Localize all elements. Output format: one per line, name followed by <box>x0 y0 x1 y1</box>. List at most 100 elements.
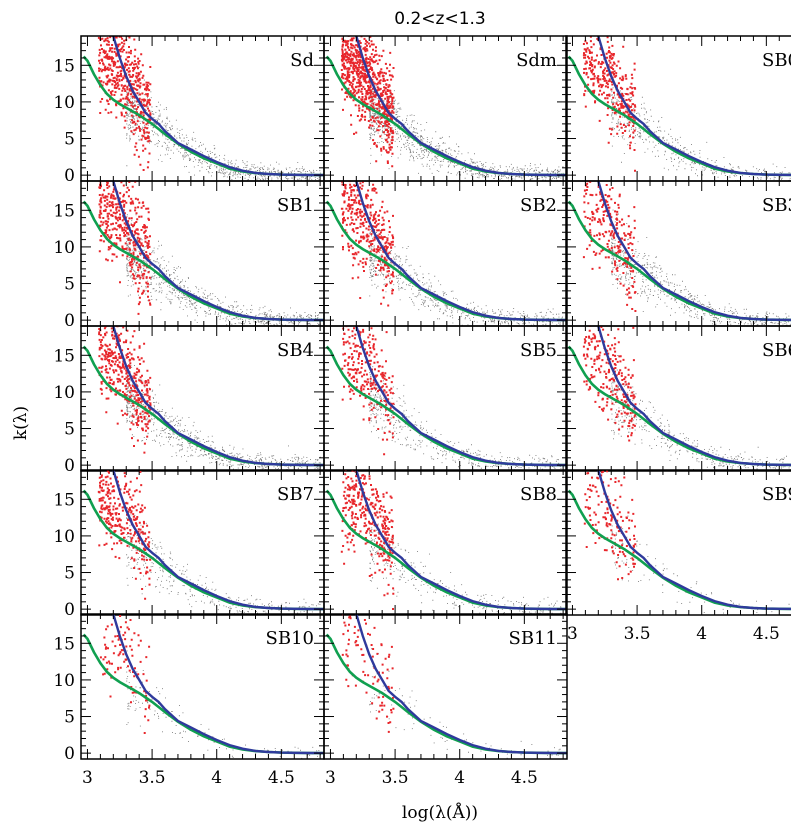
y-tick-label: 0 <box>64 744 75 764</box>
blue-curve <box>597 181 791 322</box>
black-scatter-points <box>126 61 321 181</box>
panel-label: SB5 <box>520 340 557 361</box>
red-scatter-points <box>340 181 395 307</box>
panel-label: SB0 <box>762 50 791 71</box>
y-tick-label: 5 <box>64 708 75 728</box>
panel-plot-area <box>567 326 791 471</box>
black-scatter-points <box>611 209 791 326</box>
panel-label: Sd <box>290 50 314 71</box>
blue-curve <box>112 326 324 467</box>
panel-sb1: SB1 0 5 10 15 <box>53 180 325 331</box>
y-tick-label: 10 <box>53 383 75 403</box>
red-scatter-points <box>340 36 395 168</box>
blue-curve <box>597 470 791 611</box>
y-tick-label: 0 <box>64 311 75 331</box>
panel-label: SB11 <box>509 628 557 649</box>
panel-sb9: SB9 3 3.5 4 4.5 <box>565 469 791 644</box>
black-scatter-points <box>369 72 564 181</box>
green-curve <box>567 489 791 611</box>
x-tick-label: 3.5 <box>624 624 651 644</box>
x-tick-label: 3.5 <box>139 768 166 788</box>
y-tick-label: 15 <box>53 634 75 654</box>
black-scatter-points <box>369 204 563 326</box>
red-scatter-points <box>582 326 637 442</box>
panel-frame <box>323 469 568 616</box>
panel-label: SB4 <box>277 340 314 361</box>
panel-frame <box>565 469 791 616</box>
blue-curve <box>112 470 324 611</box>
panel-plot-area <box>325 326 567 471</box>
x-tick-label: 3 <box>567 624 578 644</box>
panel-plot-area <box>567 470 791 615</box>
black-scatter-points <box>611 72 791 181</box>
panel-plot-area <box>325 470 567 615</box>
black-scatter-points <box>369 365 563 471</box>
x-tick-label: 4 <box>696 624 707 644</box>
blue-curve <box>355 470 567 611</box>
red-scatter-points <box>98 326 152 454</box>
y-tick-label: 5 <box>64 564 75 584</box>
panel-plot-area <box>325 181 567 326</box>
panel-plot-area <box>567 36 791 181</box>
y-tick-label: 15 <box>53 56 75 76</box>
green-curve <box>567 55 791 177</box>
panel-label: Sdm <box>516 50 557 71</box>
y-tick-label: 0 <box>64 456 75 476</box>
chart-title: 0.2<z<1.3 <box>394 9 485 29</box>
red-scatter-points <box>341 326 395 456</box>
red-scatter-points <box>97 470 152 600</box>
y-tick-label: 5 <box>64 275 75 295</box>
y-tick-label: 10 <box>53 671 75 691</box>
panel-frame <box>565 35 791 182</box>
y-tick-label: 15 <box>53 201 75 221</box>
x-tick-label: 3 <box>82 768 93 788</box>
y-tick-label: 5 <box>64 420 75 440</box>
panel-plot-area <box>82 181 324 326</box>
y-tick-label: 15 <box>53 490 75 510</box>
blue-curve <box>112 614 324 755</box>
x-axis-label: log(λ(Å)) <box>402 802 478 823</box>
y-tick-label: 10 <box>53 238 75 258</box>
x-tick-label: 3 <box>325 768 336 788</box>
red-scatter-points <box>340 470 395 610</box>
green-curve <box>567 345 791 467</box>
x-tick-label: 4 <box>454 768 465 788</box>
panel-plot-area <box>82 470 324 615</box>
panel-plot-area <box>325 36 567 181</box>
panel-frame <box>80 35 325 182</box>
panel-sb10: SB10 0 5 10 15 3 3.5 4 4.5 <box>53 613 325 788</box>
red-scatter-points <box>583 470 637 581</box>
x-tick-label: 4 <box>211 768 222 788</box>
panel-label: SB10 <box>266 628 314 649</box>
blue-curve <box>355 36 567 177</box>
blue-curve <box>112 181 324 322</box>
panel-frame <box>323 613 568 760</box>
panel-sb3: SB3 <box>565 180 791 327</box>
panel-sb4: SB4 0 5 10 15 <box>53 325 325 476</box>
panel-label: SB8 <box>520 484 557 505</box>
red-scatter-points <box>99 615 151 734</box>
red-scatter-points <box>97 36 152 171</box>
y-tick-label: 10 <box>53 527 75 547</box>
y-tick-label: 15 <box>53 346 75 366</box>
panel-sb7: SB7 0 5 10 15 <box>53 469 325 620</box>
x-tick-label: 4.5 <box>511 768 538 788</box>
blue-curve <box>355 181 567 322</box>
red-scatter-points <box>341 614 395 733</box>
green-curve <box>567 200 791 322</box>
panel-label: SB1 <box>277 195 314 216</box>
panel-sb6: SB6 <box>565 325 791 472</box>
y-tick-label: 5 <box>64 130 75 150</box>
blue-curve <box>112 36 324 177</box>
black-scatter-points <box>611 515 790 615</box>
x-tick-label: 4.5 <box>753 624 780 644</box>
panel-sb2: SB2 <box>323 180 568 327</box>
panel-plot-area <box>567 181 791 326</box>
blue-curve <box>355 614 567 755</box>
panel-sb8: SB8 <box>323 469 568 616</box>
blue-curve <box>355 326 567 467</box>
panel-sb5: SB5 <box>323 325 568 472</box>
x-tick-label: 3.5 <box>382 768 409 788</box>
y-tick-label: 0 <box>64 166 75 186</box>
